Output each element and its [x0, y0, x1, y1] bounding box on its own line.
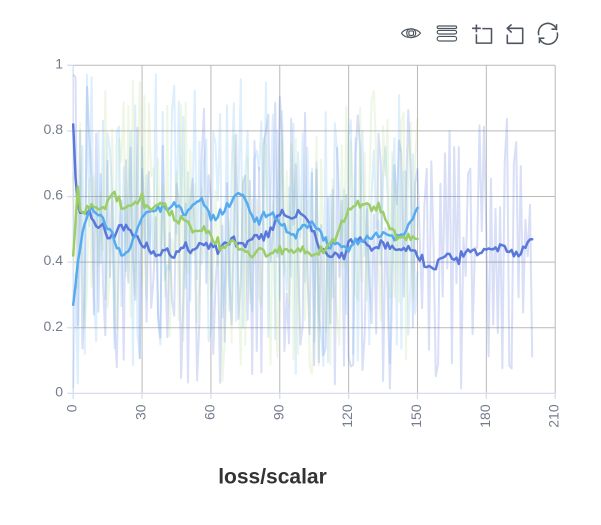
svg-text:210: 210: [546, 404, 562, 428]
svg-text:180: 180: [477, 404, 493, 428]
svg-text:0.8: 0.8: [44, 121, 64, 137]
svg-text:60: 60: [201, 404, 217, 420]
svg-text:120: 120: [339, 404, 355, 428]
svg-text:0: 0: [64, 404, 80, 412]
svg-text:0.4: 0.4: [44, 252, 64, 268]
svg-text:30: 30: [133, 404, 149, 420]
svg-text:1: 1: [55, 55, 63, 71]
svg-text:150: 150: [408, 404, 424, 428]
svg-text:0.6: 0.6: [44, 187, 64, 203]
svg-text:0.2: 0.2: [44, 318, 64, 334]
svg-text:loss/scalar: loss/scalar: [218, 466, 327, 489]
svg-text:90: 90: [270, 404, 286, 420]
svg-text:0: 0: [55, 383, 63, 399]
